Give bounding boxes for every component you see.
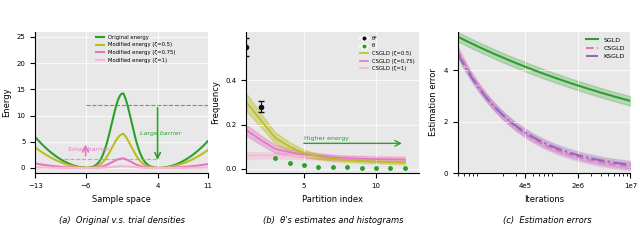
X-axis label: Iterations: Iterations bbox=[524, 195, 564, 204]
KSGLD bbox=[579, 155, 587, 158]
Original energy bbox=[134, 144, 141, 146]
Modified energy (ζ=0.75) bbox=[162, 166, 170, 169]
CSGLD bbox=[579, 157, 587, 160]
Modified energy (ζ=0.75) bbox=[204, 163, 212, 166]
CSGLD bbox=[627, 165, 634, 168]
Legend: Original energy, Modified energy (ζ=0.5), Modified energy (ζ=0.75), Modified ene: Original energy, Modified energy (ζ=0.5)… bbox=[93, 33, 177, 65]
Modified energy (ζ=1) bbox=[76, 167, 83, 169]
Modified energy (ζ=1) bbox=[62, 166, 70, 169]
Modified energy (ζ=0.75) bbox=[134, 164, 141, 166]
Original energy bbox=[147, 165, 155, 168]
Modified energy (ζ=0.5) bbox=[147, 166, 155, 169]
Modified energy (ζ=0.75) bbox=[109, 160, 117, 163]
Legend: θ*, θ, CSGLD (ζ=0.5), CSGLD (ζ=0.75), CSGLD (ζ=1): θ*, θ, CSGLD (ζ=0.5), CSGLD (ζ=0.75), CS… bbox=[358, 34, 417, 73]
CSGLD bbox=[579, 157, 586, 160]
CSGLD bbox=[474, 85, 482, 88]
CSGLD bbox=[522, 133, 530, 136]
Line: Modified energy (ζ=0.5): Modified energy (ζ=0.5) bbox=[35, 134, 208, 168]
Original energy bbox=[155, 166, 163, 169]
Modified energy (ζ=0.5) bbox=[154, 166, 162, 169]
SGLD bbox=[579, 86, 586, 88]
Modified energy (ζ=0.5) bbox=[162, 166, 170, 169]
Modified energy (ζ=1) bbox=[109, 165, 117, 168]
Modified energy (ζ=0.75) bbox=[155, 167, 163, 169]
SGLD bbox=[454, 35, 461, 38]
CSGLD bbox=[454, 48, 461, 51]
Line: Modified energy (ζ=1): Modified energy (ζ=1) bbox=[35, 166, 208, 168]
Modified energy (ζ=1) bbox=[134, 166, 141, 169]
Text: (c)  Estimation errors: (c) Estimation errors bbox=[503, 216, 591, 225]
Modified energy (ζ=0.75) bbox=[31, 162, 39, 165]
Modified energy (ζ=0.5) bbox=[204, 149, 212, 151]
Modified energy (ζ=1) bbox=[204, 166, 212, 169]
Text: Small barrier: Small barrier bbox=[68, 147, 108, 152]
Original energy bbox=[31, 136, 39, 138]
KSGLD bbox=[454, 52, 461, 55]
Y-axis label: Energy: Energy bbox=[2, 88, 11, 117]
Modified energy (ζ=1) bbox=[147, 167, 155, 169]
Text: (b)  θ's estimates and histograms: (b) θ's estimates and histograms bbox=[262, 216, 403, 225]
Original energy bbox=[162, 166, 170, 169]
CSGLD bbox=[563, 152, 570, 155]
KSGLD bbox=[563, 150, 570, 153]
KSGLD bbox=[627, 163, 634, 166]
Line: CSGLD: CSGLD bbox=[458, 50, 630, 166]
KSGLD bbox=[522, 132, 530, 134]
Line: SGLD: SGLD bbox=[458, 37, 630, 101]
SGLD bbox=[474, 45, 482, 48]
Original energy bbox=[204, 140, 212, 142]
SGLD bbox=[579, 86, 587, 89]
Modified energy (ζ=0.5) bbox=[31, 146, 39, 149]
Modified energy (ζ=0.5) bbox=[109, 144, 117, 146]
Original energy bbox=[76, 166, 83, 168]
Original energy bbox=[109, 115, 117, 118]
Modified energy (ζ=1) bbox=[155, 167, 163, 169]
CSGLD bbox=[510, 124, 518, 127]
Text: (a)  Original v.s. trial densities: (a) Original v.s. trial densities bbox=[59, 216, 184, 225]
Y-axis label: Frequency: Frequency bbox=[211, 81, 220, 124]
Legend: SGLD, CSGLD, KSGLD: SGLD, CSGLD, KSGLD bbox=[583, 35, 627, 62]
KSGLD bbox=[579, 155, 586, 158]
Line: KSGLD: KSGLD bbox=[458, 53, 630, 165]
Line: Modified energy (ζ=0.75): Modified energy (ζ=0.75) bbox=[35, 158, 208, 168]
Modified energy (ζ=1) bbox=[162, 167, 170, 169]
Modified energy (ζ=0.5) bbox=[134, 156, 141, 159]
Modified energy (ζ=1) bbox=[119, 165, 127, 168]
Modified energy (ζ=0.75) bbox=[147, 166, 155, 169]
Line: Original energy: Original energy bbox=[35, 93, 208, 168]
Original energy bbox=[119, 92, 127, 95]
Modified energy (ζ=0.5) bbox=[119, 133, 127, 135]
SGLD bbox=[510, 61, 518, 63]
KSGLD bbox=[474, 86, 482, 89]
Modified energy (ζ=0.75) bbox=[62, 166, 70, 169]
Text: Large barrier: Large barrier bbox=[140, 131, 181, 136]
Original energy bbox=[62, 161, 70, 164]
SGLD bbox=[627, 100, 634, 102]
SGLD bbox=[522, 66, 530, 68]
X-axis label: Sample space: Sample space bbox=[92, 195, 151, 204]
SGLD bbox=[563, 80, 570, 83]
KSGLD bbox=[510, 123, 518, 126]
Y-axis label: Estimation error: Estimation error bbox=[429, 68, 438, 136]
Modified energy (ζ=0.75) bbox=[119, 157, 127, 160]
Modified energy (ζ=0.75) bbox=[76, 166, 83, 169]
Modified energy (ζ=0.5) bbox=[76, 166, 83, 169]
Modified energy (ζ=0.5) bbox=[62, 163, 70, 165]
Text: Higher energy: Higher energy bbox=[304, 137, 349, 142]
X-axis label: Partition index: Partition index bbox=[302, 195, 364, 204]
Modified energy (ζ=1) bbox=[31, 166, 39, 169]
